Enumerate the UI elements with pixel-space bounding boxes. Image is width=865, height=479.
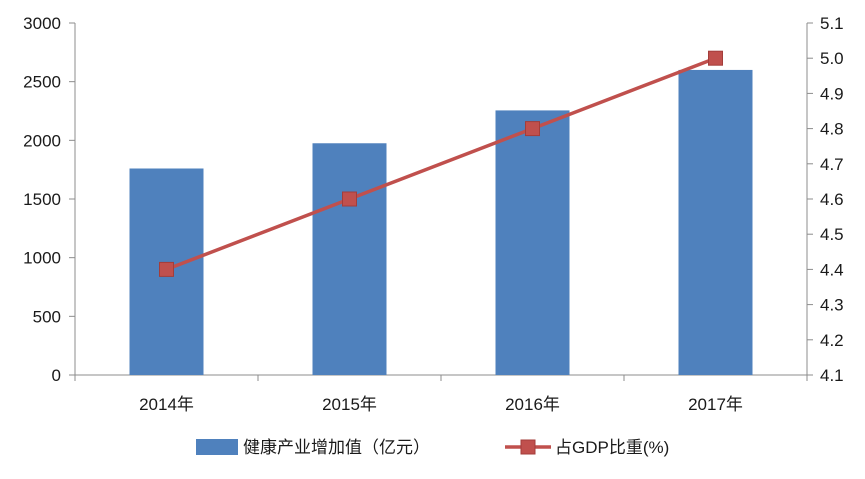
x-tick-label: 2014年 — [139, 395, 194, 414]
y-right-tick-label: 4.8 — [820, 120, 844, 139]
y-right-tick-label: 4.9 — [820, 84, 844, 103]
y-right-tick-label: 4.7 — [820, 155, 844, 174]
y-right-tick-label: 4.3 — [820, 296, 844, 315]
y-left-tick-label: 0 — [52, 366, 61, 385]
x-tick-label: 2016年 — [505, 395, 560, 414]
y-left-tick-label: 3000 — [23, 14, 61, 33]
y-left-tick-label: 2000 — [23, 131, 61, 150]
y-right-tick-label: 5.1 — [820, 14, 844, 33]
y-left-tick-label: 1000 — [23, 249, 61, 268]
legend-swatch-marker — [520, 439, 536, 455]
y-right-tick-label: 4.5 — [820, 225, 844, 244]
line-point-marker — [342, 191, 357, 207]
bar — [312, 143, 387, 375]
y-right-tick-label: 4.4 — [820, 260, 844, 279]
legend-label-bar: 健康产业增加值（亿元） — [243, 438, 430, 457]
x-tick-label: 2015年 — [322, 395, 377, 414]
y-left-tick-label: 500 — [33, 307, 61, 326]
bar — [678, 69, 753, 375]
series-line — [165, 56, 717, 272]
y-right-tick-label: 5.0 — [820, 49, 844, 68]
line-point-marker — [525, 121, 540, 137]
line-point-marker — [159, 261, 174, 277]
line-point-marker — [708, 50, 723, 66]
y-left-tick-label: 1500 — [23, 190, 61, 209]
x-tick-label: 2017年 — [688, 395, 743, 414]
bar — [495, 110, 570, 375]
y-right-tick-label: 4.2 — [820, 331, 844, 350]
legend-label-line: 占GDP比重(%) — [555, 438, 669, 457]
y-left-tick-label: 2500 — [23, 73, 61, 92]
y-right-tick-label: 4.1 — [820, 366, 844, 385]
legend-swatch-bar — [196, 439, 238, 455]
y-right-tick-label: 4.6 — [820, 190, 844, 209]
